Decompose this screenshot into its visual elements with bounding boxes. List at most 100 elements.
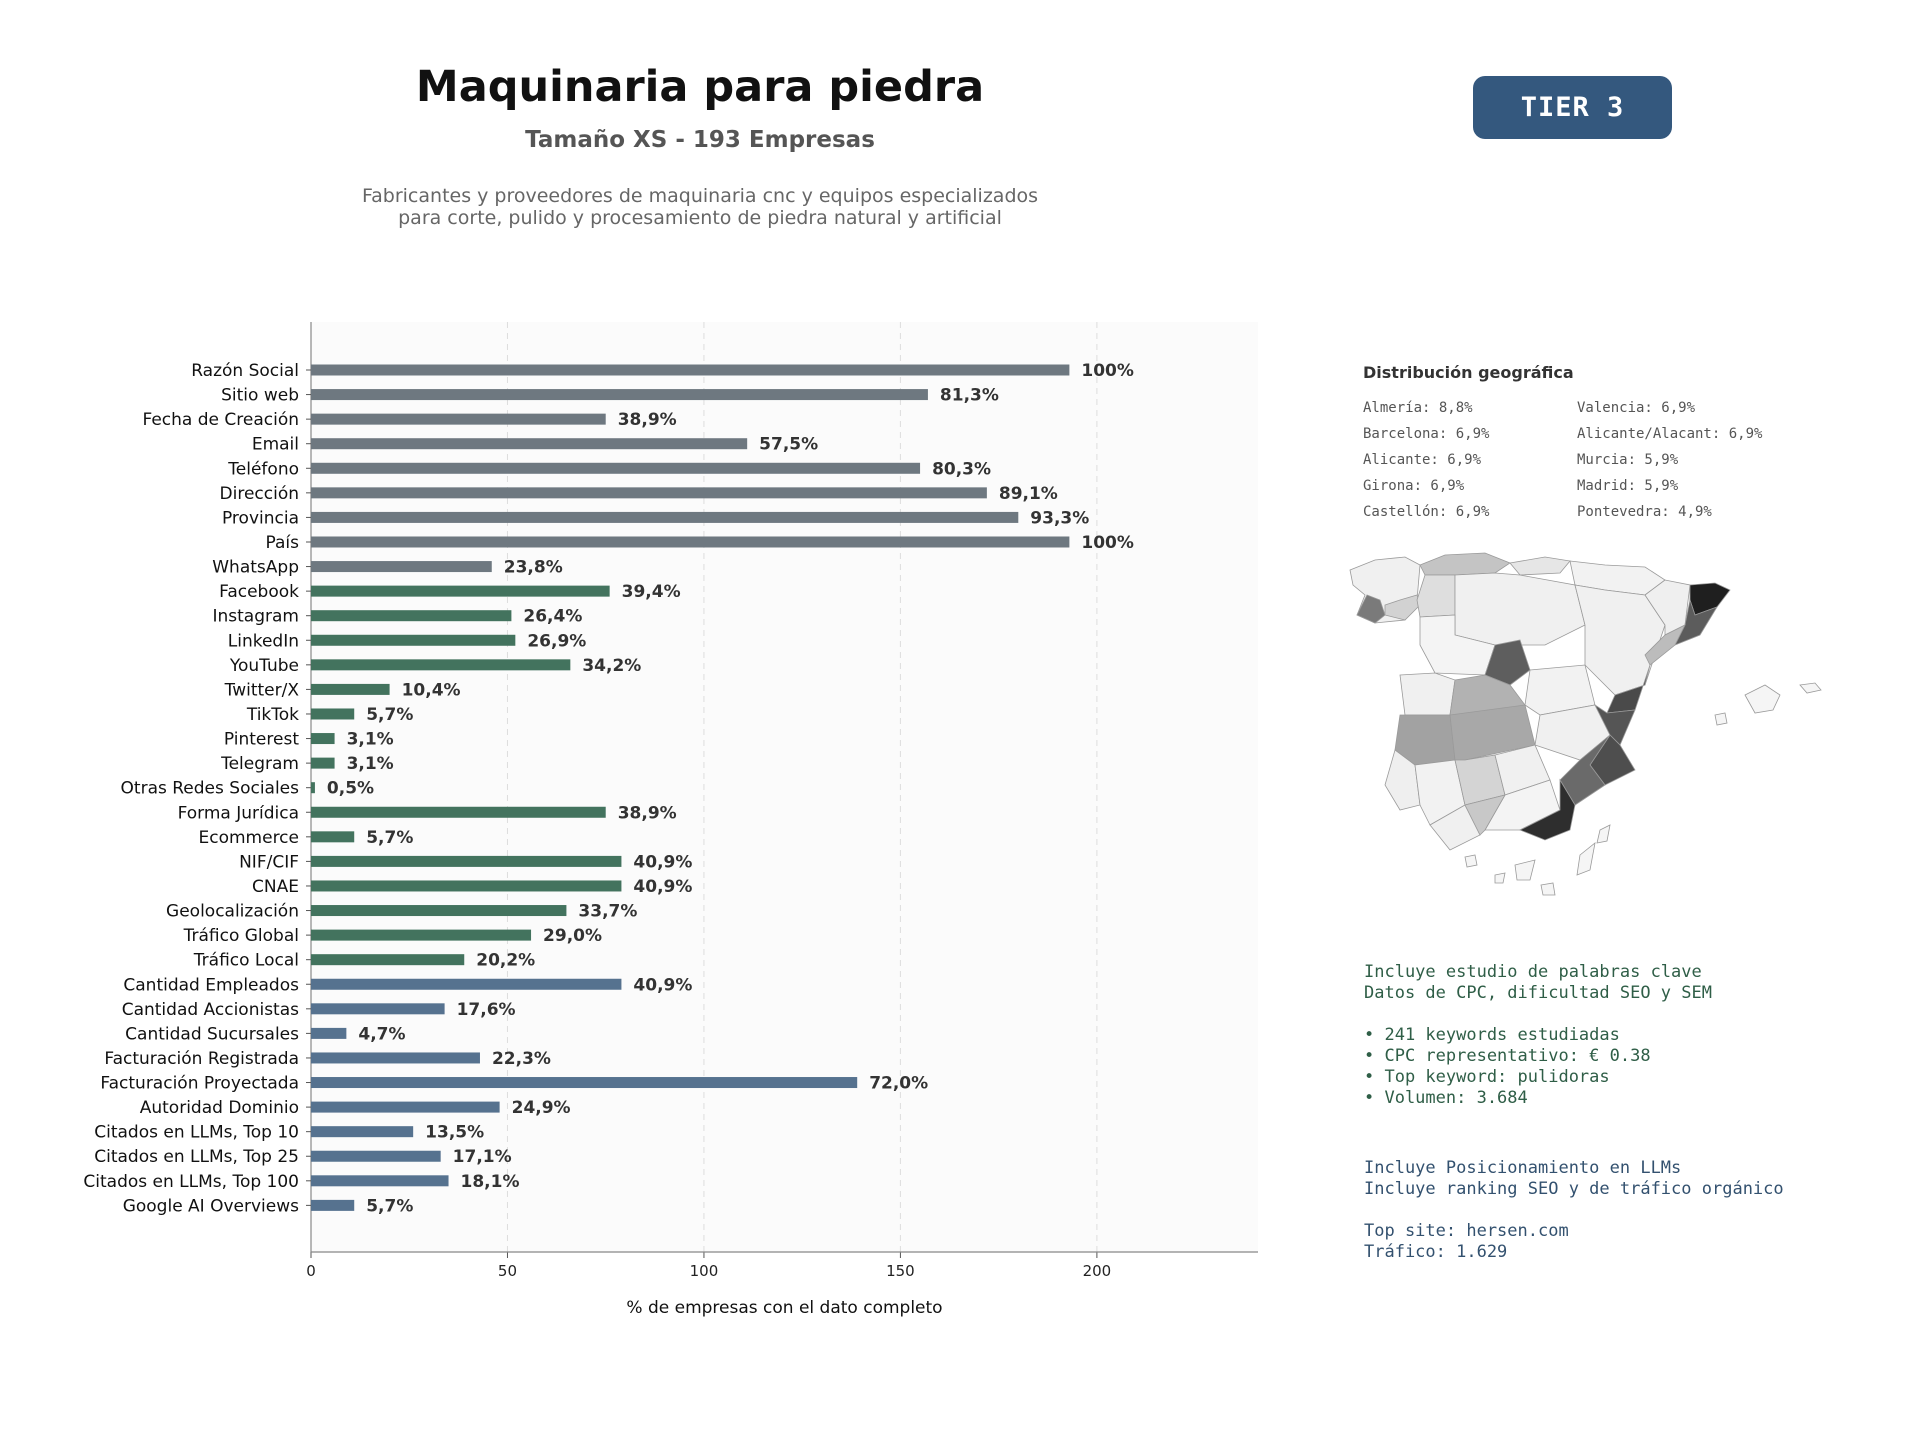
category-label: Twitter/X [224,680,300,700]
map-region-cantabria [1509,556,1571,576]
data-label: 39,4% [622,582,681,602]
data-label: 17,1% [453,1147,512,1167]
map-region-canarias-2 [1494,872,1506,884]
category-label: Cantidad Empleados [123,975,299,995]
category-label: Citados en LLMs, Top 25 [94,1147,299,1167]
category-label: Facebook [219,582,299,602]
category-label: Sitio web [221,386,299,406]
map-region-menorca [1799,682,1822,694]
map-region-tarragona [1644,624,1686,666]
bar [311,1199,355,1211]
bar [311,1175,449,1187]
map-region-canarias-3 [1514,859,1536,881]
bar-chart: 0 50 100 150 200 Razón Social 100% Sitio web 81,… [83,322,1258,1318]
category-label: Email [252,435,299,455]
data-label: 40,9% [633,852,692,872]
data-label: 38,9% [618,410,677,430]
bar [311,1101,500,1113]
geo-list: Almería: 8,8% Valencia: 6,9% Barcelona: … [1363,399,1803,522]
description-line: para corte, pulido y procesamiento de pi… [398,207,1002,229]
x-tick-label: 0 [306,1262,316,1280]
category-label: Otras Redes Sociales [121,779,300,799]
llm-line: Tráfico: 1.629 [1364,1242,1508,1262]
data-label: 57,5% [759,435,818,455]
geo-item: Murcia: 5,9% [1577,452,1679,468]
map-region-castilla-north [1454,572,1586,646]
category-label: Facturación Registrada [104,1049,299,1069]
x-tick-label: 200 [1083,1262,1112,1280]
data-label: 5,7% [366,1196,413,1216]
geo-item: Alicante: 6,9% [1363,452,1482,468]
data-label: 3,1% [347,754,394,774]
category-label: Tráfico Global [183,926,299,946]
data-label: 89,1% [999,484,1058,504]
bar [311,462,921,474]
bar [311,855,622,867]
keywords-line: • 241 keywords estudiadas [1364,1025,1620,1045]
map-region-malaga [1464,794,1506,836]
map-region-canarias-1 [1464,854,1478,868]
category-label: Tráfico Local [193,951,299,971]
data-label: 38,9% [618,803,677,823]
category-label: Cantidad Sucursales [125,1024,299,1044]
bar [311,978,622,990]
geo-title: Distribución geográfica [1363,363,1574,382]
geo-item: Almería: 8,8% [1363,400,1473,416]
data-label: 4,7% [358,1024,405,1044]
data-label: 72,0% [869,1074,928,1094]
category-label: Forma Jurídica [178,803,299,823]
category-label: País [266,533,300,553]
bar [311,905,567,917]
map-region-almeria [1519,778,1576,841]
bar [311,659,571,671]
map-region-canarias-6 [1596,824,1611,844]
data-label: 20,2% [476,951,535,971]
data-label: 29,0% [543,926,602,946]
x-tick-label: 50 [498,1262,517,1280]
bar [311,1126,414,1138]
category-label: Instagram [213,607,300,627]
spain-map [1345,545,1845,905]
data-label: 18,1% [461,1172,520,1192]
bar [311,1077,858,1089]
category-label: CNAE [252,877,299,897]
data-label: 3,1% [347,730,394,750]
data-label: 22,3% [492,1049,551,1069]
category-label: Citados en LLMs, Top 100 [83,1172,299,1192]
page-description: Fabricantes y proveedores de maquinaria … [200,185,1200,229]
map-region-valencia [1593,703,1636,746]
data-label: 10,4% [402,680,461,700]
category-label: WhatsApp [212,558,299,578]
category-label: LinkedIn [228,631,299,651]
data-label: 93,3% [1030,508,1089,528]
bar [311,413,606,425]
data-label: 23,8% [504,558,563,578]
map-region-ciudad-real [1449,704,1536,761]
bar [311,683,390,695]
bar [311,757,335,769]
geo-item: Barcelona: 6,9% [1363,426,1490,442]
category-label: Pinterest [224,730,299,750]
x-tick-label: 150 [886,1262,915,1280]
data-label: 26,9% [527,631,586,651]
bar [311,1052,480,1064]
data-label: 34,2% [582,656,641,676]
map-region-ourense [1384,594,1421,621]
map-region-baleares [1744,684,1781,714]
bar [311,708,355,720]
map-region-ibiza [1714,712,1728,726]
bar [311,954,465,966]
data-label: 80,3% [932,459,991,479]
category-label: Fecha de Creación [142,410,299,430]
data-label: 5,7% [366,705,413,725]
data-label: 17,6% [457,1000,516,1020]
x-tick-label: 100 [690,1262,719,1280]
geo-item: Girona: 6,9% [1363,478,1465,494]
keywords-info: Incluye estudio de palabras clave Datos … [1364,962,1712,1109]
category-label: Teléfono [227,459,299,479]
data-label: 13,5% [425,1123,484,1143]
bar [311,929,532,941]
description-line: Fabricantes y proveedores de maquinaria … [361,185,1039,207]
map-region-canarias-4 [1540,882,1556,896]
data-label: 81,3% [940,386,999,406]
